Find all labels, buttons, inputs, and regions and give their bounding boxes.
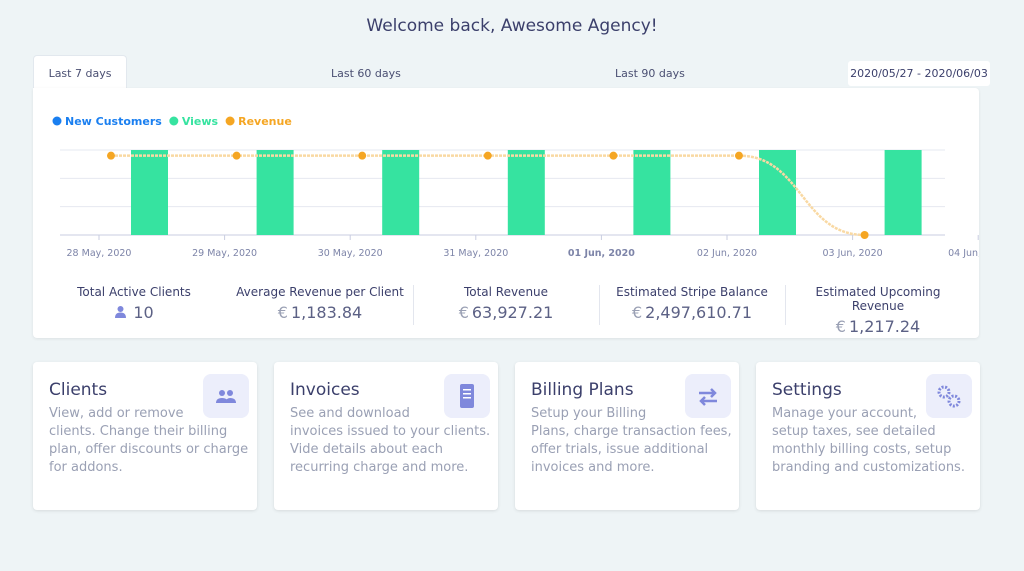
x-tick-label: 29 May, 2020 bbox=[192, 248, 257, 259]
card-line: Manage your account, bbox=[772, 406, 918, 421]
x-tick-label: 01 Jun, 2020 bbox=[568, 248, 635, 259]
card-description: Setup your Billing Plans, charge transact… bbox=[531, 405, 732, 477]
card-line: plan, offer discounts or charge bbox=[49, 442, 249, 457]
bar bbox=[759, 150, 796, 235]
card-line: monthly billing costs, setup bbox=[772, 442, 952, 457]
x-tick-label: 03 Jun, 2020 bbox=[823, 248, 883, 259]
bar bbox=[507, 150, 545, 235]
chart: 28 May, 2020 29 May, 2020 30 May, 2020 31 M… bbox=[52, 115, 979, 259]
stat: Estimated Upcoming Revenue €1,217.24 bbox=[788, 285, 968, 336]
card-icon bbox=[685, 374, 731, 418]
card-line: offer trials, issue additional bbox=[531, 442, 709, 457]
stat-label: Average Revenue per Client bbox=[236, 285, 404, 299]
x-tick-label: 28 May, 2020 bbox=[67, 248, 132, 259]
nav-card[interactable]: Billing Plans Setup your Billing Plans, ch… bbox=[515, 362, 739, 510]
revenue-point bbox=[735, 151, 743, 160]
stat-label: Estimated Stripe Balance bbox=[616, 285, 768, 299]
card-title: Settings bbox=[772, 380, 842, 400]
divider bbox=[413, 285, 414, 325]
legend-label: Views bbox=[182, 115, 219, 128]
x-tick-label: 04 Jun, 2020 bbox=[948, 248, 979, 259]
legend-dot bbox=[225, 116, 235, 126]
card-line: clients. Change their billing bbox=[49, 424, 228, 439]
legend-label: Revenue bbox=[238, 115, 292, 128]
revenue-point bbox=[609, 151, 618, 160]
stat: Total Active Clients 10 bbox=[44, 285, 224, 322]
stat-label: Total Active Clients bbox=[77, 285, 191, 299]
user-icon bbox=[114, 303, 133, 322]
card-line: branding and customizations. bbox=[772, 460, 965, 475]
card-icon bbox=[926, 374, 972, 418]
card-title: Invoices bbox=[290, 380, 360, 400]
card-description: See and download invoices issued to your … bbox=[290, 405, 490, 477]
card-line: View, add or remove bbox=[49, 406, 184, 421]
currency: € bbox=[458, 303, 469, 322]
bar bbox=[382, 150, 420, 235]
welcome-title: Welcome back, Awesome Agency! bbox=[366, 16, 658, 36]
tab-active[interactable]: Last 7 days bbox=[33, 55, 127, 89]
currency: € bbox=[835, 317, 846, 336]
x-tick-label: 30 May, 2020 bbox=[318, 248, 383, 259]
card-line: Vide details about each bbox=[290, 442, 444, 457]
currency: € bbox=[277, 303, 288, 322]
legend-label: New Customers bbox=[65, 115, 162, 128]
stat-value-row: €63,927.21 bbox=[416, 303, 596, 322]
revenue-point bbox=[232, 151, 241, 160]
card-description: Manage your account, setup taxes, see det… bbox=[772, 405, 965, 477]
card-line: for addons. bbox=[49, 460, 123, 475]
nav-card[interactable]: Settings Manage your account, setup taxes,… bbox=[756, 362, 980, 510]
overview-card bbox=[33, 88, 979, 338]
card-line: invoices and more. bbox=[531, 460, 655, 475]
stat-value: 2,497,610.71 bbox=[645, 303, 753, 322]
revenue-point bbox=[358, 151, 367, 160]
revenue-point bbox=[483, 151, 492, 160]
legend-dot bbox=[52, 116, 62, 126]
stat-value: 1,217.24 bbox=[848, 317, 921, 336]
legend-dot bbox=[169, 116, 179, 126]
card-line: setup taxes, see detailed bbox=[772, 424, 936, 439]
card-icon bbox=[444, 374, 490, 418]
tab[interactable]: Last 90 days bbox=[615, 67, 685, 80]
stat-value-row: 10 bbox=[44, 303, 224, 322]
card-line: Plans, charge transaction fees, bbox=[531, 424, 732, 439]
date-range[interactable]: 2020/05/27 - 2020/06/03 bbox=[848, 61, 990, 86]
nav-card[interactable]: Invoices See and download invoices issued … bbox=[274, 362, 498, 510]
card-title: Billing Plans bbox=[531, 380, 634, 400]
card-line: Setup your Billing bbox=[531, 406, 647, 421]
stat: Average Revenue per Client €1,183.84 bbox=[230, 285, 410, 322]
bar bbox=[633, 150, 671, 235]
divider bbox=[785, 285, 786, 325]
card-title: Clients bbox=[49, 380, 108, 400]
card-line: See and download bbox=[290, 406, 410, 421]
stat-label: Estimated Upcoming Revenue bbox=[815, 285, 941, 313]
stat-value: 1,183.84 bbox=[290, 303, 363, 322]
currency: € bbox=[631, 303, 643, 322]
stat: Total Revenue €63,927.21 bbox=[416, 285, 596, 322]
x-tick-label: 31 May, 2020 bbox=[443, 248, 508, 259]
card-line: invoices issued to your clients. bbox=[290, 424, 491, 439]
bar bbox=[256, 150, 294, 235]
divider bbox=[599, 285, 600, 325]
bar bbox=[131, 150, 168, 235]
revenue-point bbox=[107, 151, 115, 160]
revenue-point bbox=[860, 231, 869, 239]
revenue-line bbox=[111, 154, 865, 237]
nav-card[interactable]: Clients View, add or remove clients. Chang… bbox=[33, 362, 257, 510]
card-icon bbox=[203, 374, 249, 418]
stat-value-row: €1,217.24 bbox=[788, 317, 968, 336]
card-line: recurring charge and more. bbox=[290, 460, 469, 475]
card-description: View, add or remove clients. Change their… bbox=[49, 405, 248, 477]
stat-value-row: €2,497,610.71 bbox=[602, 303, 782, 322]
bar bbox=[884, 150, 922, 235]
stat-value-row: €1,183.84 bbox=[230, 303, 410, 322]
x-tick-label: 02 Jun, 2020 bbox=[697, 248, 757, 259]
stat: Estimated Stripe Balance €2,497,610.71 bbox=[602, 285, 782, 322]
stat-value: 63,927.21 bbox=[471, 303, 554, 322]
stat-label: Total Revenue bbox=[463, 285, 549, 299]
stat-value: 10 bbox=[133, 303, 154, 322]
tab[interactable]: Last 60 days bbox=[331, 67, 401, 80]
